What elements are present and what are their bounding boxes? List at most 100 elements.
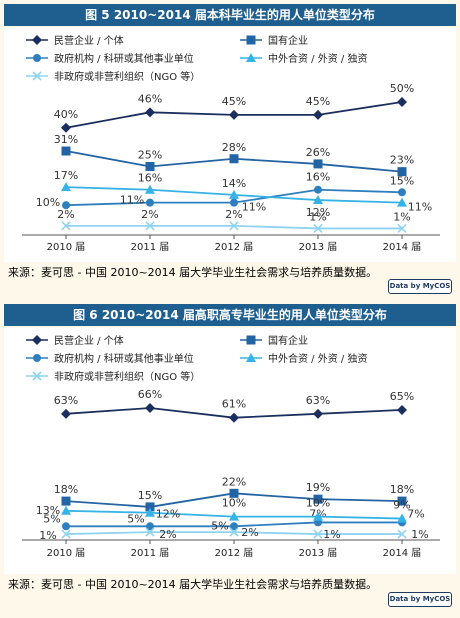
legend-marker-1-5 — [32, 71, 42, 81]
data-point-1-1-1 — [61, 122, 71, 133]
data-label-2-5-2: 2% — [159, 528, 176, 541]
x-tick-label-1-4: 2013 届 — [299, 241, 338, 253]
data-label-1-1-1: 40% — [54, 108, 78, 121]
data-label-1-1-5: 50% — [390, 82, 414, 95]
legend-item-2-5: 非政府或非营利组织（NGO 等） — [26, 370, 200, 383]
x-tick-label-2-3: 2012 届 — [215, 547, 254, 559]
data-label-2-3-1: 5% — [43, 512, 60, 525]
data-point-1-5-4 — [313, 223, 323, 233]
data-label-1-2-3: 28% — [222, 141, 246, 154]
legend-item-1-1: 民营企业 / 个体 — [26, 34, 124, 47]
data-point-2-1-2 — [145, 403, 155, 413]
x-tick-label-2-4: 2013 届 — [299, 547, 338, 559]
data-point-2-5-4 — [313, 529, 323, 539]
legend-marker-1-3 — [33, 54, 41, 62]
data-label-2-1-1: 63% — [54, 394, 78, 407]
data-label-2-2-5: 18% — [390, 483, 414, 496]
data-point-1-3-1 — [62, 201, 70, 210]
legend-label-2-1: 民营企业 / 个体 — [54, 334, 124, 347]
data-point-2-5-2 — [145, 527, 155, 537]
data-label-1-4-2: 16% — [138, 172, 162, 185]
data-point-1-1-5 — [397, 97, 407, 107]
data-point-2-1-5 — [397, 404, 407, 415]
chart-panel-1: 图 5 2010~2014 届本科毕业生的用人单位类型分布 民营企业 / 个体 国… — [4, 4, 456, 294]
x-tick-label-2-5: 2014 届 — [383, 547, 422, 559]
legend-item-1-2: 国有企业 — [240, 34, 308, 47]
data-label-1-3-3: 11% — [242, 201, 266, 214]
data-label-2-4-5: 9% — [393, 499, 410, 512]
data-point-2-4-5 — [397, 513, 407, 523]
legend-label-1-2: 国有企业 — [268, 34, 308, 47]
data-point-2-2-5 — [397, 496, 407, 506]
data-label-2-5-5: 1% — [411, 528, 428, 541]
data-point-1-5-1 — [61, 221, 71, 231]
chart-title-2: 图 6 2010~2014 届高职高专毕业生的用人单位类型分布 — [4, 304, 456, 326]
data-point-2-5-1 — [61, 529, 71, 539]
data-point-1-4-2 — [145, 184, 155, 194]
data-point-1-1-4 — [313, 109, 323, 120]
data-point-2-2-3 — [229, 488, 239, 498]
legend-item-1-3: 政府机构 / 科研或其他事业单位 — [26, 52, 194, 65]
data-label-2-1-4: 63% — [306, 394, 330, 407]
data-point-2-1-4 — [313, 408, 323, 419]
data-point-1-4-5 — [397, 197, 407, 207]
data-by-mycos-logo-2: Data by MyCOS — [388, 592, 452, 607]
data-label-2-1-3: 61% — [222, 398, 246, 411]
legend-marker-2-2 — [246, 335, 256, 345]
legend-marker-1-1 — [32, 35, 42, 45]
data-label-2-4-4: 10% — [306, 497, 330, 510]
chart-title-1: 图 5 2010~2014 届本科毕业生的用人单位类型分布 — [4, 4, 456, 26]
legend-item-1-4: 中外合资 / 外资 / 独资 — [240, 52, 367, 65]
data-point-1-4-4 — [313, 195, 323, 205]
x-tick-label-1-1: 2010 届 — [47, 241, 86, 253]
legend-marker-2-1 — [32, 335, 42, 345]
legend-label-2-3: 政府机构 / 科研或其他事业单位 — [54, 352, 194, 365]
data-point-2-5-3 — [229, 527, 239, 537]
legend-item-1-5: 非政府或非营利组织（NGO 等） — [26, 70, 200, 83]
data-point-1-5-5 — [397, 223, 407, 233]
data-point-2-5-5 — [397, 529, 407, 539]
legend-item-2-4: 中外合资 / 外资 / 独资 — [240, 352, 367, 365]
data-label-1-3-5: 15% — [390, 174, 414, 187]
x-tick-label-2-1: 2010 届 — [47, 547, 86, 559]
chart-area-2: 民营企业 / 个体 国有企业 政府机构 / 科研或其他事业单位 中外合资 / 外资 /… — [4, 328, 456, 574]
x-tick-label-1-3: 2012 届 — [215, 241, 254, 253]
data-point-1-4-3 — [229, 189, 239, 199]
legend-item-2-1: 民营企业 / 个体 — [26, 334, 124, 347]
data-label-1-5-4: 1% — [309, 210, 326, 223]
data-label-2-5-3: 2% — [241, 526, 258, 539]
data-point-2-2-4 — [313, 494, 323, 504]
data-label-2-5-1: 1% — [39, 529, 56, 542]
legend-item-2-3: 政府机构 / 科研或其他事业单位 — [26, 352, 194, 365]
data-point-2-3-3 — [230, 522, 238, 531]
data-point-1-2-2 — [145, 162, 155, 171]
x-tick-label-1-2: 2011 届 — [131, 241, 170, 253]
x-tick-label-2-2: 2011 届 — [131, 547, 170, 559]
data-point-2-4-1 — [61, 505, 71, 515]
data-label-1-1-3: 45% — [222, 95, 246, 108]
data-point-2-4-3 — [229, 511, 239, 521]
data-point-1-4-1 — [61, 182, 71, 192]
data-point-2-1-3 — [229, 412, 239, 423]
data-point-1-2-3 — [229, 154, 239, 164]
legend-label-1-4: 中外合资 / 外资 / 独资 — [268, 52, 367, 65]
data-label-1-2-4: 26% — [306, 146, 330, 159]
data-point-2-3-2 — [146, 522, 154, 531]
data-point-2-2-1 — [61, 496, 71, 506]
data-point-1-1-2 — [145, 107, 155, 118]
data-label-1-5-5: 1% — [393, 210, 410, 223]
data-label-2-4-1: 13% — [36, 504, 60, 517]
legend-label-2-5: 非政府或非营利组织（NGO 等） — [54, 370, 200, 383]
chart-panel-2: 图 6 2010~2014 届高职高专毕业生的用人单位类型分布 民营企业 / 个… — [4, 304, 456, 614]
data-label-1-2-1: 31% — [54, 133, 78, 146]
x-tick-label-1-5: 2014 届 — [383, 241, 422, 253]
data-label-1-3-4: 16% — [306, 171, 330, 184]
data-point-1-3-5 — [398, 188, 406, 197]
data-label-2-2-4: 19% — [306, 481, 330, 494]
data-point-1-2-5 — [397, 167, 407, 177]
data-label-1-4-5: 11% — [408, 201, 432, 214]
data-point-1-2-1 — [61, 146, 71, 156]
legend-label-1-5: 非政府或非营利组织（NGO 等） — [54, 70, 200, 83]
data-point-1-3-4 — [314, 185, 322, 194]
